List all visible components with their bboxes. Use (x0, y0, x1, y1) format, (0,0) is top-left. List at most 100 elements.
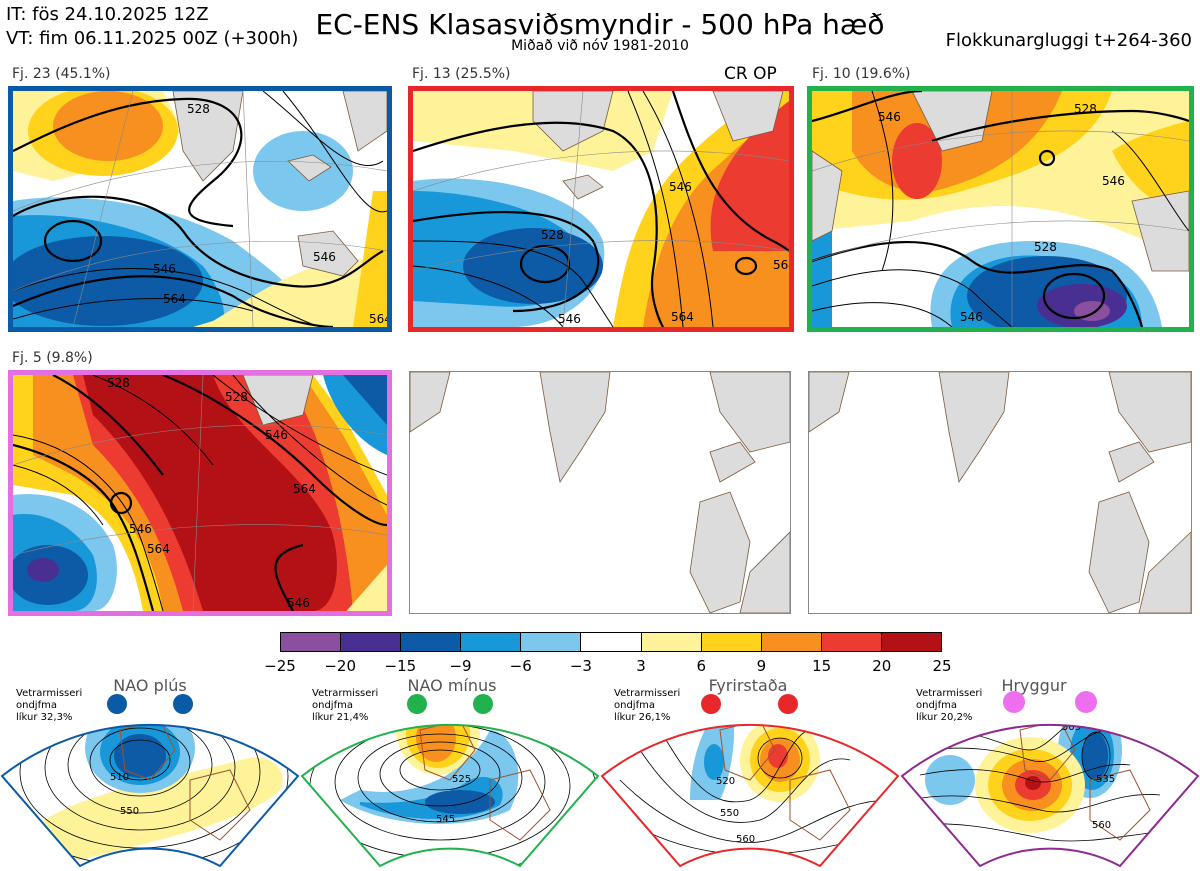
contour-label: 564 (147, 542, 170, 556)
regime-contour-label: 560 (736, 834, 755, 845)
regime-info-line: líkur 26,1% (614, 712, 671, 723)
regime-dot (1003, 691, 1025, 713)
regime-dot (107, 694, 127, 714)
regime-title-2: NAO mínus (407, 676, 497, 695)
colorbar-tick-label: −25 (264, 657, 296, 675)
regime-contour-label: 520 (716, 776, 735, 787)
contour-label: 564 (163, 292, 186, 306)
contour-label: 546 (960, 310, 983, 324)
colorbar-swatch (281, 633, 342, 651)
regime-info-1: Vetrarmisseri ondjfma líkur 32,3% (16, 688, 82, 724)
colorbar-tick-label: −20 (324, 657, 356, 675)
colorbar-tick-label: 6 (696, 657, 707, 675)
regime-dot (407, 694, 427, 714)
empty-map-5 (409, 371, 791, 614)
regime-info-line: líkur 21,4% (312, 712, 369, 723)
regime-map-ridge: 505 535 560 (900, 691, 1200, 868)
regime-contour-label: 505 (1062, 722, 1081, 733)
cluster-map-1: 528 546 564 546 564 (8, 86, 392, 332)
panel-label-2: Fj. 13 (25.5%) (412, 66, 511, 82)
regime-contour-label: 510 (110, 772, 129, 783)
colorbar-swatch (761, 633, 822, 651)
colorbar-tick-label: −9 (449, 657, 472, 675)
cluster-map-3: 528 546 528 546 546 (807, 86, 1194, 332)
colorbar-swatch (641, 633, 702, 651)
panel-label-1: Fj. 23 (45.1%) (12, 66, 111, 82)
colorbar (280, 632, 942, 652)
panel-label-3: Fj. 10 (19.6%) (812, 66, 911, 82)
regime-map-blocking: 520 550 560 (600, 694, 900, 868)
page-title: EC-ENS Klasasviðsmyndir - 500 hPa hæð (315, 8, 885, 41)
regime-contour-label: 565 (446, 850, 465, 861)
contour-label: 564 (369, 312, 387, 326)
contour-label: 528 (225, 390, 248, 404)
contour-label: 528 (187, 102, 210, 116)
regime-info-line: ondjfma (614, 700, 655, 711)
regime-map-nao-minus: 525 545 565 (300, 694, 600, 868)
colorbar-tick-label: 25 (932, 657, 952, 675)
regime-contour-label: 550 (720, 808, 739, 819)
contour-label: 546 (878, 110, 901, 124)
regime-contour-label: 550 (120, 806, 139, 817)
regime-dot (1075, 691, 1097, 713)
init-time: IT: fös 24.10.2025 12Z (6, 4, 209, 25)
colorbar-swatch (581, 633, 642, 651)
colorbar-swatch (821, 633, 882, 651)
regime-dot (778, 694, 798, 714)
regime-info-line: Vetrarmisseri (614, 688, 681, 699)
clustering-window: Flokkunargluggi t+264-360 (945, 30, 1192, 51)
contour-label: 528 (541, 228, 564, 242)
colorbar-swatch (341, 633, 402, 651)
contour-label: 528 (1034, 240, 1057, 254)
regime-info-line: Vetrarmisseri (16, 688, 83, 699)
colorbar-swatch (521, 633, 582, 651)
contour-label: 546 (153, 262, 176, 276)
regime-info-2: Vetrarmisseri ondjfma líkur 21,4% (312, 688, 378, 724)
regime-title-3: Fyrirstaða (708, 676, 788, 695)
contour-label: 564 (773, 258, 789, 272)
cluster-map-4: 528 546 564 528 546 564 546 (8, 370, 392, 616)
colorbar-tick-label: 9 (756, 657, 767, 675)
panel-label-4: Fj. 5 (9.8%) (12, 350, 93, 366)
regime-info-line: líkur 32,3% (16, 712, 73, 723)
colorbar-tick-label: 20 (872, 657, 892, 675)
colorbar-tick-label: 15 (812, 657, 832, 675)
regime-info-3: Vetrarmisseri ondjfma líkur 26,1% (614, 688, 680, 724)
regime-dot (173, 694, 193, 714)
regime-info-line: ondjfma (916, 700, 957, 711)
contour-label: 564 (293, 482, 316, 496)
regime-dot (701, 694, 721, 714)
colorbar-tick-label: 3 (636, 657, 646, 675)
colorbar-tick-label: −15 (384, 657, 417, 675)
contour-label: 546 (669, 180, 692, 194)
regime-contour-label: 535 (1096, 774, 1115, 785)
regime-title-1: NAO plús (113, 676, 187, 695)
contour-label: 546 (558, 312, 581, 326)
valid-time: VT: fim 06.11.2025 00Z (+300h) (6, 28, 299, 49)
colorbar-swatch (881, 633, 942, 651)
regime-info-line: Vetrarmisseri (916, 688, 983, 699)
regime-dot (473, 694, 493, 714)
page-subtitle: Miðað við nóv 1981-2010 (511, 38, 689, 54)
regime-info-line: ondjfma (16, 700, 57, 711)
regime-info-line: Vetrarmisseri (312, 688, 379, 699)
colorbar-swatch (461, 633, 522, 651)
cluster-map-2: 528 546 564 546 564 (408, 86, 794, 332)
regime-contour-label: 545 (436, 814, 455, 825)
regime-contour-label: 560 (1092, 820, 1111, 831)
regime-map-nao-plus: 510 550 (0, 694, 300, 868)
regime-info-line: ondjfma (312, 700, 353, 711)
contour-label: 546 (1102, 174, 1125, 188)
regime-info-line: líkur 20,2% (916, 712, 973, 723)
contour-label: 546 (313, 250, 336, 264)
colorbar-tick-label: −3 (569, 657, 592, 675)
regime-title-4: Hryggur (1001, 676, 1067, 695)
empty-map-6 (808, 371, 1192, 614)
control-run-tag: CR OP (724, 64, 777, 84)
colorbar-tick-label: −6 (509, 657, 532, 675)
contour-label: 546 (287, 596, 310, 610)
regime-contour-label: 525 (452, 774, 471, 785)
contour-label: 528 (1074, 102, 1097, 116)
contour-label: 528 (107, 376, 130, 390)
contour-label: 546 (129, 522, 152, 536)
